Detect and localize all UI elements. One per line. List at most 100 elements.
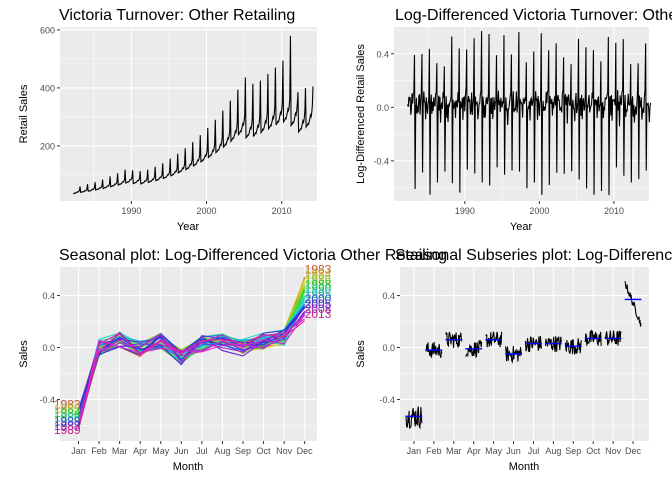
panel-3-x-tick-label: May [152,446,170,456]
panel-1-ylabel: Retail Sales [18,84,30,143]
panel-3-axes: -0.4 0.0 0.4 Jan Feb Mar Apr May Jun Jul Aug Sep Oct… [39,291,313,456]
panel-4-subseries-line [564,338,582,355]
panel-4-x-tick-label: Feb [426,446,442,456]
panel-3-year-label-right: 2008 [305,302,332,316]
panel-4-subseries: Seasonal Subseries plot: Log-Differenced… [355,247,672,473]
panel-3-year-label-right: 1983 [305,262,332,276]
panel-4-x-tick-label: Nov [605,446,622,456]
panel-1-y-tick-label: 200 [40,141,55,151]
panel-4-subseries-line [544,336,562,353]
panel-4-x-tick-label: Dec [625,446,642,456]
panel-2-series [407,31,652,196]
panel-3-year-label-right: 2000 [305,292,332,306]
panel-1-series-line [72,35,314,195]
panel-2-x-tick-label: 2010 [604,206,624,216]
panel-4-series [405,281,642,430]
panel-3-year-label-right: 1984 [305,267,332,281]
panel-4-subseries-line [584,329,602,347]
panel-2-ylabel: Log-Differenced Retail Sales [355,44,367,184]
panel-3-x-tick-label: Feb [91,446,107,456]
panel-1-series [72,35,314,195]
panel-3-year-label-left: 1989 [54,423,81,437]
panel-4-y-tick-label: 0.0 [382,343,395,353]
panel-1-title: Victoria Turnover: Other Retailing [59,7,295,24]
panel-4-subseries-line [505,345,523,364]
panel-4-subseries-line [485,330,503,348]
panel-1-y-tick-label: 400 [40,83,55,93]
panel-1-x-tick-label: 1990 [121,206,141,216]
panel-4-x-tick-label: Aug [545,446,561,456]
panel-4-x-tick-label: Apr [467,446,481,456]
panel-1-gridlines [60,27,317,201]
panel-4-x-tick-label: Mar [446,446,462,456]
panel-2-x-tick-label: 2000 [529,206,549,216]
panel-3-year-label-left: 1988 [54,415,81,429]
panel-3-title: Seasonal plot: Log-Differenced Victoria … [59,247,447,264]
panel-4-subseries-line [445,331,463,348]
panel-2-series-line [407,31,652,196]
panel-3-year-label-left: 1986 [54,410,81,424]
panel-3-x-tick-label: Mar [112,446,128,456]
panel-3-y-tick-label: 0.0 [42,343,55,353]
panel-3-year-labels: 1983198519841986198819871989198319841986… [54,262,332,437]
panel-4-y-tick-label: -0.4 [379,395,395,405]
panel-3-x-tick-label: Jul [196,446,208,456]
panel-4-title: Seasonal Subseries plot: Log-Differenced… [395,247,672,264]
panel-3-year-label-right: 1990 [305,282,332,296]
panel-2-axes: -0.4 0.0 0.4 1990 2000 2010 [373,49,623,216]
panel-1-axes: 200 400 600 1990 2000 2010 [40,25,292,216]
panel-3-x-tick-label: Jun [174,446,189,456]
panel-3-year-label-left: 1985 [54,402,81,416]
panel-3-series-line [77,313,306,429]
panel-3-xlabel: Month [173,461,204,473]
panel-3-year-label-left: 1984 [54,406,81,420]
panel-3-x-tick-label: Dec [297,446,314,456]
panel-3-y-tick-label: -0.4 [39,395,55,405]
panel-3-seasonal: Seasonal plot: Log-Differenced Victoria … [18,247,447,473]
panel-3-x-tick-label: Sep [235,446,251,456]
panel-3-x-tick-label: Jan [71,446,86,456]
panel-3-series [77,276,306,430]
panel-3-year-label-right: 1986 [305,272,332,286]
panel-4-x-tick-label: May [485,446,503,456]
panel-4-x-tick-label: Oct [586,446,601,456]
panel-1-x-tick-label: 2010 [272,206,292,216]
panel-2-gridlines [394,27,649,201]
panel-3-year-label-right: 1988 [305,277,332,291]
panel-3-x-tick-label: Nov [276,446,293,456]
panel-4-y-tick-label: 0.4 [382,291,395,301]
panel-3-series-line [77,320,305,429]
panel-4-x-tick-label: Jun [506,446,521,456]
panel-2-y-tick-label: 0.0 [376,103,389,113]
panel-3-x-tick-label: Apr [133,446,147,456]
panel-3-series-line [77,314,306,423]
panel-3-ylabel: Sales [18,340,30,368]
panel-2-x-tick-label: 1990 [455,206,475,216]
panel-4-subseries-line [405,406,423,430]
panel-1-y-tick-label: 600 [40,25,55,35]
panel-3-year-label-right: 2005 [305,297,332,311]
panel-4-plot-area [400,267,649,441]
panel-4-subseries-line [624,281,642,327]
panel-1-xlabel: Year [177,221,200,233]
panel-1-turnover: Victoria Turnover: Other Retailing 200 40… [18,7,317,233]
panel-1-x-tick-label: 2000 [197,206,217,216]
panel-3-x-tick-label: Oct [257,446,272,456]
panel-4-x-tick-label: Jan [407,446,422,456]
panel-3-year-label-right: 1995 [305,287,332,301]
panel-3-series-line [77,314,306,429]
panel-3-year-label-left: 1987 [54,419,81,433]
panel-3-y-tick-label: 0.4 [42,291,55,301]
panel-4-x-tick-label: Jul [528,446,540,456]
panel-2-y-tick-label: 0.4 [376,49,389,59]
panel-4-x-tick-label: Sep [565,446,581,456]
panel-2-logdiff: Log-Differenced Victoria Turnover: Other… [355,7,672,233]
panel-2-title: Log-Differenced Victoria Turnover: Other… [395,7,672,24]
panel-2-y-tick-label: -0.4 [373,156,389,166]
panel-4-axes: -0.4 0.0 0.4 Jan Feb Mar Apr May Jun Jul Aug Sep Oct… [379,291,641,456]
panel-4-subseries-line [425,342,443,358]
panel-2-plot-area [394,27,649,201]
panel-3-year-label-right: 2013 [305,307,332,321]
panel-4-xlabel: Month [509,461,540,473]
